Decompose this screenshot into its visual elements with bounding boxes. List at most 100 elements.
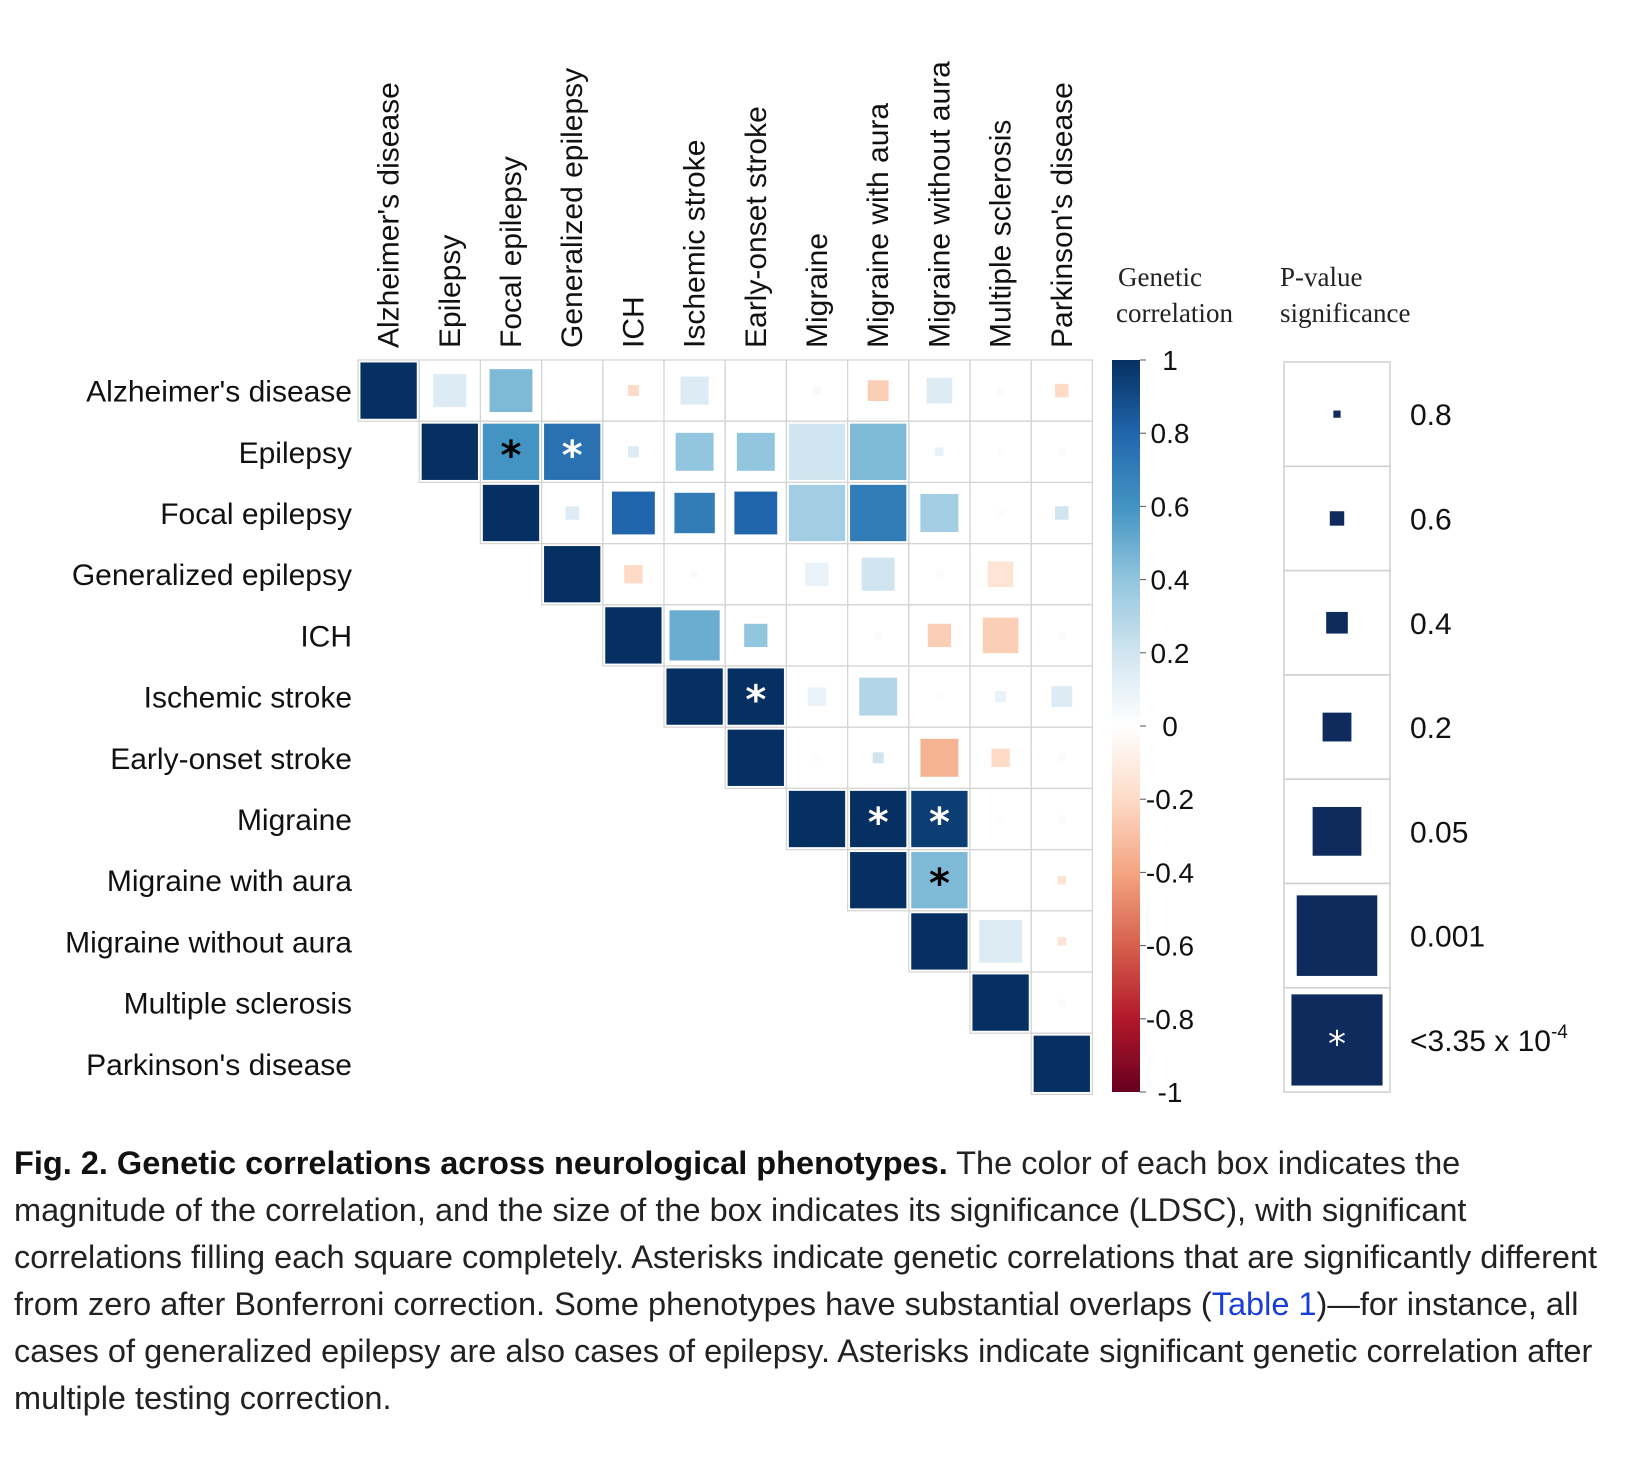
- heatmap-cell-box: [1058, 998, 1066, 1007]
- heatmap-cell-alzheimer-s-disease-migraine-with-aura: [867, 380, 889, 402]
- heatmap-cell-ischemic-stroke-ischemic-stroke: [666, 668, 723, 725]
- heatmap-cell-migraine-with-aura-migraine-with-aura: [850, 852, 907, 909]
- heatmap-cell-generalized-epilepsy-generalized-epilepsy: [544, 546, 601, 603]
- heatmap-cell-multiple-sclerosis-multiple-sclerosis: [972, 974, 1029, 1031]
- heatmap-cell-box: [421, 423, 478, 480]
- color-scale-tick-label: 0.4: [1151, 565, 1190, 596]
- heatmap-cell-epilepsy-generalized-epilepsy: *: [544, 423, 601, 480]
- significance-asterisk: *: [501, 433, 522, 479]
- heatmap-cell-alzheimer-s-disease-focal-epilepsy: [489, 369, 533, 413]
- heatmap-cell-box: [813, 386, 821, 395]
- p-value-size-legend: P-value significance 0.8 0.6 0.4 0.2 0.05 0.0…: [1280, 262, 1568, 1093]
- heatmap-cell-epilepsy-migraine: [788, 423, 846, 480]
- heatmap-cell-epilepsy-migraine-with-aura: [850, 423, 907, 480]
- caption-text-2: )—for instance, all cases of generalized…: [14, 1286, 1593, 1416]
- heatmap-cell-focal-epilepsy-early-onset-stroke: [734, 491, 778, 535]
- heatmap-cell-ischemic-stroke-migraine-with-aura: [859, 677, 898, 716]
- heatmap-cell-box: [850, 790, 907, 848]
- column-label-alzheimer-s-disease: Alzheimer's disease: [373, 82, 406, 348]
- row-label-migraine-without-aura: Migraine without aura: [65, 926, 352, 959]
- size-legend-entry: * <3.35 x 10-4: [1283, 987, 1568, 1093]
- color-scale-title-line-1: Genetic: [1118, 262, 1202, 292]
- heatmap-cell-focal-epilepsy-focal-epilepsy: [482, 484, 540, 542]
- heatmap-cell-box: [1058, 754, 1066, 762]
- heatmap-cell-box: [911, 852, 968, 909]
- heatmap-cell-box: [482, 484, 540, 542]
- heatmap-cell-box: [565, 506, 579, 520]
- heatmap-cell-box: [433, 374, 467, 408]
- heatmap-cell-box: [911, 913, 968, 970]
- heatmap-cell-box: [987, 561, 1014, 588]
- column-label-multiple-sclerosis: Multiple sclerosis: [985, 120, 1018, 348]
- column-label-focal-epilepsy: Focal epilepsy: [495, 156, 528, 348]
- caption-title: Fig. 2. Genetic correlations across neur…: [14, 1145, 948, 1181]
- heatmap-cell-box: [1033, 1035, 1090, 1092]
- significance-asterisk: *: [562, 433, 583, 479]
- heatmap-cell-epilepsy-migraine-without-aura: [935, 447, 944, 457]
- column-label-ich: ICH: [617, 296, 650, 348]
- heatmap-cell-box: [690, 570, 699, 578]
- heatmap-cell-generalized-epilepsy-ich: [624, 565, 643, 584]
- table-1-link[interactable]: Table 1: [1211, 1286, 1317, 1322]
- heatmap-cell-box: [911, 790, 968, 848]
- heatmap-cell-box: [920, 738, 959, 777]
- grid-cell: [540, 359, 604, 422]
- column-labels: Alzheimer's disease Epilepsy Focal epileps…: [373, 61, 1079, 348]
- heatmap-cell-box: [972, 974, 1029, 1031]
- heatmap-cell-box: [788, 423, 846, 480]
- color-scale-legend: Genetic correlation 1 0.8 0.6 0.4 0.2 0 -0.2 -0…: [1112, 262, 1233, 1108]
- heatmap-cell-box: [996, 448, 1005, 456]
- size-legend-label: 0.4: [1410, 608, 1452, 641]
- heatmap-cell-box: [544, 546, 601, 603]
- row-label-migraine-with-aura: Migraine with aura: [107, 865, 352, 898]
- heatmap-cell-generalized-epilepsy-ischemic-stroke: [690, 570, 699, 578]
- column-label-epilepsy: Epilepsy: [434, 235, 467, 348]
- heatmap-cell-alzheimer-s-disease-alzheimer-s-disease: [360, 362, 417, 419]
- color-scale-tick-label: -0.2: [1146, 784, 1194, 815]
- heatmap-cell-box: [935, 447, 944, 457]
- heatmap-cell-migraine-multiple-sclerosis: [996, 815, 1005, 823]
- size-legend-entry: 0.001: [1283, 882, 1485, 989]
- row-label-focal-epilepsy: Focal epilepsy: [160, 498, 352, 531]
- size-legend-label: 0.05: [1410, 816, 1468, 849]
- size-legend-box: [1329, 511, 1345, 526]
- size-legend-entry: 0.2: [1283, 674, 1452, 780]
- heatmap-cell-epilepsy-early-onset-stroke: [736, 432, 775, 471]
- significance-asterisk: *: [745, 678, 766, 724]
- heatmap-cell-ich-ich: [605, 607, 662, 664]
- color-scale-tick-label: -0.6: [1146, 931, 1194, 962]
- heatmap-cell-box: [727, 668, 784, 725]
- heatmap-cell-box: [805, 562, 829, 586]
- heatmap-cell-ich-multiple-sclerosis: [982, 617, 1019, 654]
- heatmap-cell-box: [624, 565, 643, 584]
- heatmap-cell-box: [605, 607, 662, 664]
- grid-cell: [1030, 542, 1093, 606]
- heatmap-cell-box: [861, 557, 895, 591]
- heatmap-cell-box: [1058, 448, 1066, 456]
- correlation-figure: * * * * * * Alzheimer's disease Epilepsy Focal …: [65, 61, 1568, 1108]
- heatmap-cell-migraine-with-aura-migraine-without-aura: *: [911, 852, 968, 909]
- heatmap-cell-box: [867, 380, 889, 402]
- row-label-alzheimer-s-disease: Alzheimer's disease: [86, 376, 352, 409]
- heatmap-cell-migraine-parkinson-s-disease: [1058, 815, 1066, 823]
- heatmap-cell-box: [1055, 506, 1069, 520]
- heatmap-cell-ich-parkinson-s-disease: [1058, 631, 1066, 640]
- significance-asterisk: *: [929, 861, 950, 907]
- heatmap-cell-box: [991, 748, 1010, 767]
- size-legend-title-line-2: significance: [1280, 298, 1410, 328]
- size-legend-label: 0.8: [1410, 399, 1452, 432]
- color-scale-ticks: 1 0.8 0.6 0.4 0.2 0 -0.2 -0.4 -0.6 -0.8 -1: [1140, 345, 1194, 1108]
- row-label-early-onset-stroke: Early-onset stroke: [110, 743, 352, 776]
- heatmap-cell-migraine-migraine-with-aura: *: [850, 790, 907, 848]
- heatmap-cell-early-onset-stroke-migraine-without-aura: [920, 738, 959, 777]
- heatmap-cell-alzheimer-s-disease-migraine: [813, 386, 821, 395]
- heatmap-cell-box: [744, 623, 768, 648]
- heatmap-cell-box: [813, 754, 821, 762]
- heatmap-cell-box: [850, 852, 907, 909]
- heatmap-cell-box: [666, 668, 723, 725]
- size-legend-box: [1326, 611, 1348, 634]
- color-scale-tick-label: 1: [1162, 345, 1178, 376]
- heatmap-cell-box: [1055, 383, 1069, 398]
- heatmap-cell-migraine-with-aura-parkinson-s-disease: [1057, 875, 1067, 885]
- size-legend-entry: 0.4: [1283, 569, 1452, 676]
